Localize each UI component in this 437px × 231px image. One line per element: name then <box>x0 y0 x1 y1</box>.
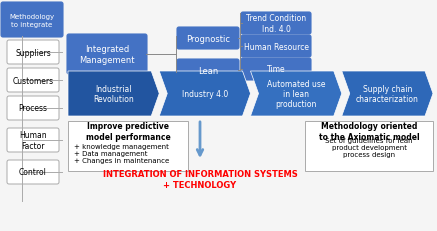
Text: Integrated
Management: Integrated Management <box>79 45 135 64</box>
Text: Automated use
in lean
production: Automated use in lean production <box>267 79 326 109</box>
Text: Methodology oriented
to the Axiomatic model: Methodology oriented to the Axiomatic mo… <box>319 122 420 141</box>
FancyBboxPatch shape <box>7 160 59 184</box>
Text: Time: Time <box>267 65 285 74</box>
Text: Supply chain
characterization: Supply chain characterization <box>356 85 419 104</box>
Text: INTEGRATION OF INFORMATION SYSTEMS
+ TECHNOLOGY: INTEGRATION OF INFORMATION SYSTEMS + TEC… <box>103 170 297 189</box>
FancyBboxPatch shape <box>177 60 239 82</box>
Text: Methodology
to integrate: Methodology to integrate <box>10 14 55 27</box>
FancyBboxPatch shape <box>7 69 59 93</box>
Text: Human
Factor: Human Factor <box>19 131 47 150</box>
Polygon shape <box>342 72 433 116</box>
FancyBboxPatch shape <box>177 28 239 50</box>
Text: Suppliers: Suppliers <box>15 48 51 57</box>
FancyBboxPatch shape <box>7 41 59 65</box>
Text: Trend Condition
Ind. 4.0: Trend Condition Ind. 4.0 <box>246 14 306 33</box>
Polygon shape <box>159 72 250 116</box>
Text: + knowledge management
+ Data management
+ Changes in maintenance: + knowledge management + Data management… <box>74 143 169 163</box>
Text: Industry 4.0: Industry 4.0 <box>182 90 228 99</box>
FancyBboxPatch shape <box>241 59 311 81</box>
Text: Process: Process <box>18 104 48 113</box>
Text: Customers: Customers <box>12 76 54 85</box>
Polygon shape <box>68 72 159 116</box>
Bar <box>305 122 433 171</box>
FancyBboxPatch shape <box>7 128 59 152</box>
Text: Improve predictive
model performance: Improve predictive model performance <box>86 122 170 141</box>
Text: Prognostic: Prognostic <box>186 34 230 43</box>
FancyBboxPatch shape <box>67 35 147 75</box>
FancyBboxPatch shape <box>7 97 59 121</box>
Text: Human Resource: Human Resource <box>243 42 309 51</box>
Text: Lean: Lean <box>198 66 218 75</box>
FancyBboxPatch shape <box>241 13 311 35</box>
Polygon shape <box>250 72 342 116</box>
Text: Industrial
Revolution: Industrial Revolution <box>93 85 134 104</box>
FancyBboxPatch shape <box>241 36 311 58</box>
Text: Set of guidelines for lean
product development
process design: Set of guidelines for lean product devel… <box>325 137 413 157</box>
FancyBboxPatch shape <box>1 3 63 38</box>
Bar <box>68 122 188 171</box>
Text: Control: Control <box>19 168 47 177</box>
